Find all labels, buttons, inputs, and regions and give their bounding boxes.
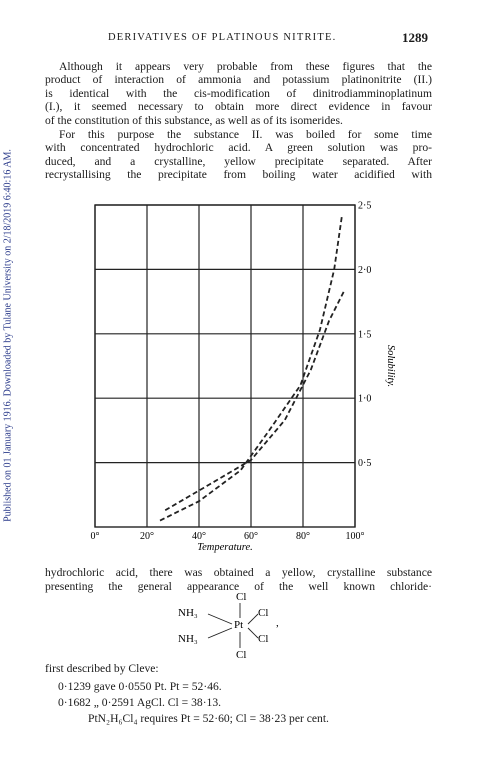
formula-atom: Pt xyxy=(234,619,243,631)
formula-atom: Cl xyxy=(258,633,268,645)
data-line xyxy=(159,215,343,522)
x-tick-label: 40° xyxy=(192,531,206,542)
text-line: hydrochloric acid, there was obtained a … xyxy=(45,566,432,579)
text-line: (I.), it seemed necessary to obtain more… xyxy=(45,100,432,114)
running-head: DERIVATIVES OF PLATINOUS NITRITE. xyxy=(108,32,337,43)
data-line xyxy=(164,289,346,512)
formula-atom: NH₃ xyxy=(178,607,198,619)
text-line: PtN₂H₆Cl₄ requires Pt = 52·60; Cl = 38·2… xyxy=(88,712,329,725)
y-tick-label: 2·5 xyxy=(358,201,371,212)
y-tick-label: 1·0 xyxy=(358,394,371,405)
x-tick-label: 20° xyxy=(140,531,154,542)
text-line: duced, and a crystalline, yellow precipi… xyxy=(45,154,432,168)
formula-atom: Cl xyxy=(236,591,246,603)
text-line: presenting the general appearance of the… xyxy=(45,580,432,593)
text-line: with concentrated hydrochloric acid. A g… xyxy=(45,141,432,155)
y-tick-label: 0·5 xyxy=(358,458,371,469)
text-line: For this purpose the substance II. was b… xyxy=(59,128,432,141)
plot-frame xyxy=(94,204,356,528)
formula-atom: Cl xyxy=(258,607,268,619)
chart: Temperature. Solubility. 0° 20° 40° 60° 80° 1… xyxy=(91,201,397,554)
y-axis-label: Solubility. xyxy=(385,345,396,387)
text-line: Although it appears very probable from t… xyxy=(59,60,432,73)
text-line: is identical with the cis-modification o… xyxy=(45,86,432,100)
structural-formula: Cl NH₃ Pt Cl , NH₃ Cl Cl xyxy=(178,591,279,661)
formula-atom: NH₃ xyxy=(178,633,198,645)
formula-atom: Cl xyxy=(236,649,246,661)
text-line: 0·1682 „ 0·2591 AgCl. Cl = 38·13. xyxy=(58,696,222,709)
x-tick-label: 60° xyxy=(244,531,258,542)
text-line: recrystallising the precipitate from boi… xyxy=(45,168,432,182)
y-tick-label: 1·5 xyxy=(358,329,371,340)
x-tick-label: 100° xyxy=(346,531,365,542)
text-line: of the constitution of this substance, a… xyxy=(45,113,343,127)
formula-atom: , xyxy=(276,617,279,629)
text-line: product of interaction of ammonia and po… xyxy=(45,73,432,87)
page-number: 1289 xyxy=(402,30,428,45)
x-tick-label: 0° xyxy=(91,531,100,542)
formula-bonds xyxy=(207,603,259,648)
x-tick-label: 80° xyxy=(296,531,310,542)
text-line: first described by Cleve: xyxy=(45,662,159,675)
x-axis-label: Temperature. xyxy=(197,542,253,553)
text-line: 0·1239 gave 0·0550 Pt. Pt = 52·46. xyxy=(58,680,222,693)
y-tick-label: 2·0 xyxy=(358,265,371,276)
